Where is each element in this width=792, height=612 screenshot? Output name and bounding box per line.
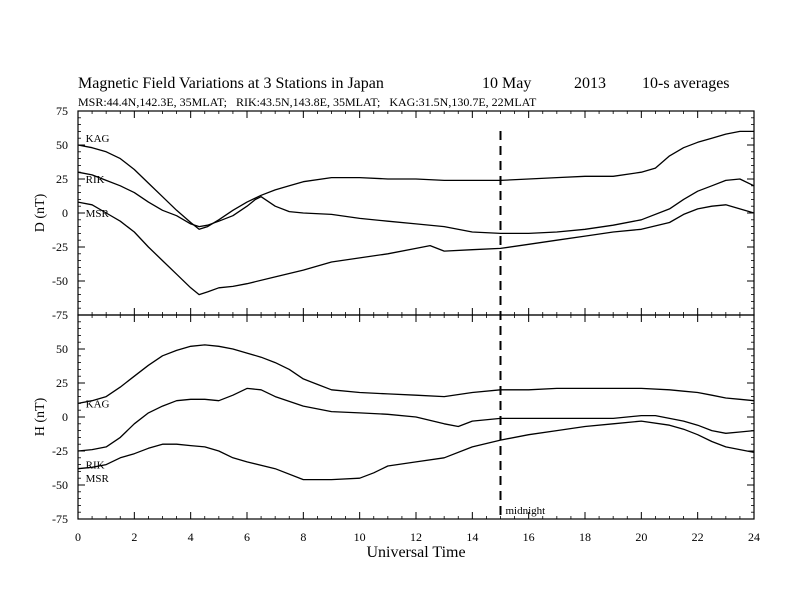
d-component-panel: 75 50 25 0 -25 -50 -75 D (nT) KAG RIK MSR	[33, 104, 755, 322]
x-tick-label: 12	[410, 530, 422, 544]
x-tick-label: 18	[579, 530, 591, 544]
y-tick-label: 75	[56, 104, 68, 118]
x-tick-label: 6	[244, 530, 250, 544]
series-line-msr-h	[77, 420, 755, 481]
chart-subtitle: MSR:44.4N,142.3E, 35MLAT; RIK:43.5N,143.…	[78, 95, 537, 109]
series-line-rik-h	[77, 387, 755, 452]
midnight-label: midnight	[506, 505, 546, 517]
y-tick-label: 50	[56, 342, 68, 356]
chart-date: 10 May	[482, 75, 531, 92]
series-line-kag-d	[77, 130, 754, 230]
y-tick-label: -50	[52, 274, 68, 288]
y-axis-title-h: H (nT)	[33, 397, 48, 436]
y-tick-label: -75	[52, 512, 68, 526]
y-tick-label: -25	[52, 240, 68, 254]
chart-year: 2013	[574, 75, 606, 92]
station-label-rik: RIK	[86, 174, 105, 186]
x-tick-label: 4	[188, 530, 194, 544]
y-tick-label: 25	[56, 376, 68, 390]
x-tick-label: 0	[75, 530, 81, 544]
series-line-rik-d	[77, 171, 755, 235]
chart-averaging: 10-s averages	[642, 75, 730, 92]
y-tick-label: -25	[52, 444, 68, 458]
series-line-msr-d	[77, 201, 755, 296]
y-tick-label: 0	[62, 206, 68, 220]
x-tick-label: 2	[131, 530, 137, 544]
x-tick-label: 16	[523, 530, 535, 544]
x-tick-label: 24	[748, 530, 760, 544]
y-axis-title-d: D (nT)	[33, 193, 48, 232]
x-axis-title: Universal Time	[366, 544, 465, 561]
station-label-msr: MSR	[86, 208, 110, 220]
y-tick-label: 25	[56, 172, 68, 186]
x-tick-label: 22	[692, 530, 704, 544]
y-tick-label: 0	[62, 410, 68, 424]
x-tick-label: 8	[300, 530, 306, 544]
y-tick-label: -75	[52, 308, 68, 322]
station-label-rik: RIK	[86, 460, 105, 472]
x-tick-label: 14	[466, 530, 478, 544]
chart-title: Magnetic Field Variations at 3 Stations …	[78, 75, 384, 92]
series-line-kag-h	[77, 344, 755, 405]
y-tick-label: -50	[52, 478, 68, 492]
station-label-msr: MSR	[86, 473, 110, 485]
x-axis-ticks: 0 2 4 6 8 10 12 14 16 18 20 22 24	[75, 111, 760, 544]
x-tick-label: 10	[354, 530, 366, 544]
station-label-kag: KAG	[86, 398, 110, 410]
y-tick-label: 50	[56, 138, 68, 152]
station-label-kag: KAG	[86, 133, 110, 145]
x-tick-label: 20	[635, 530, 647, 544]
